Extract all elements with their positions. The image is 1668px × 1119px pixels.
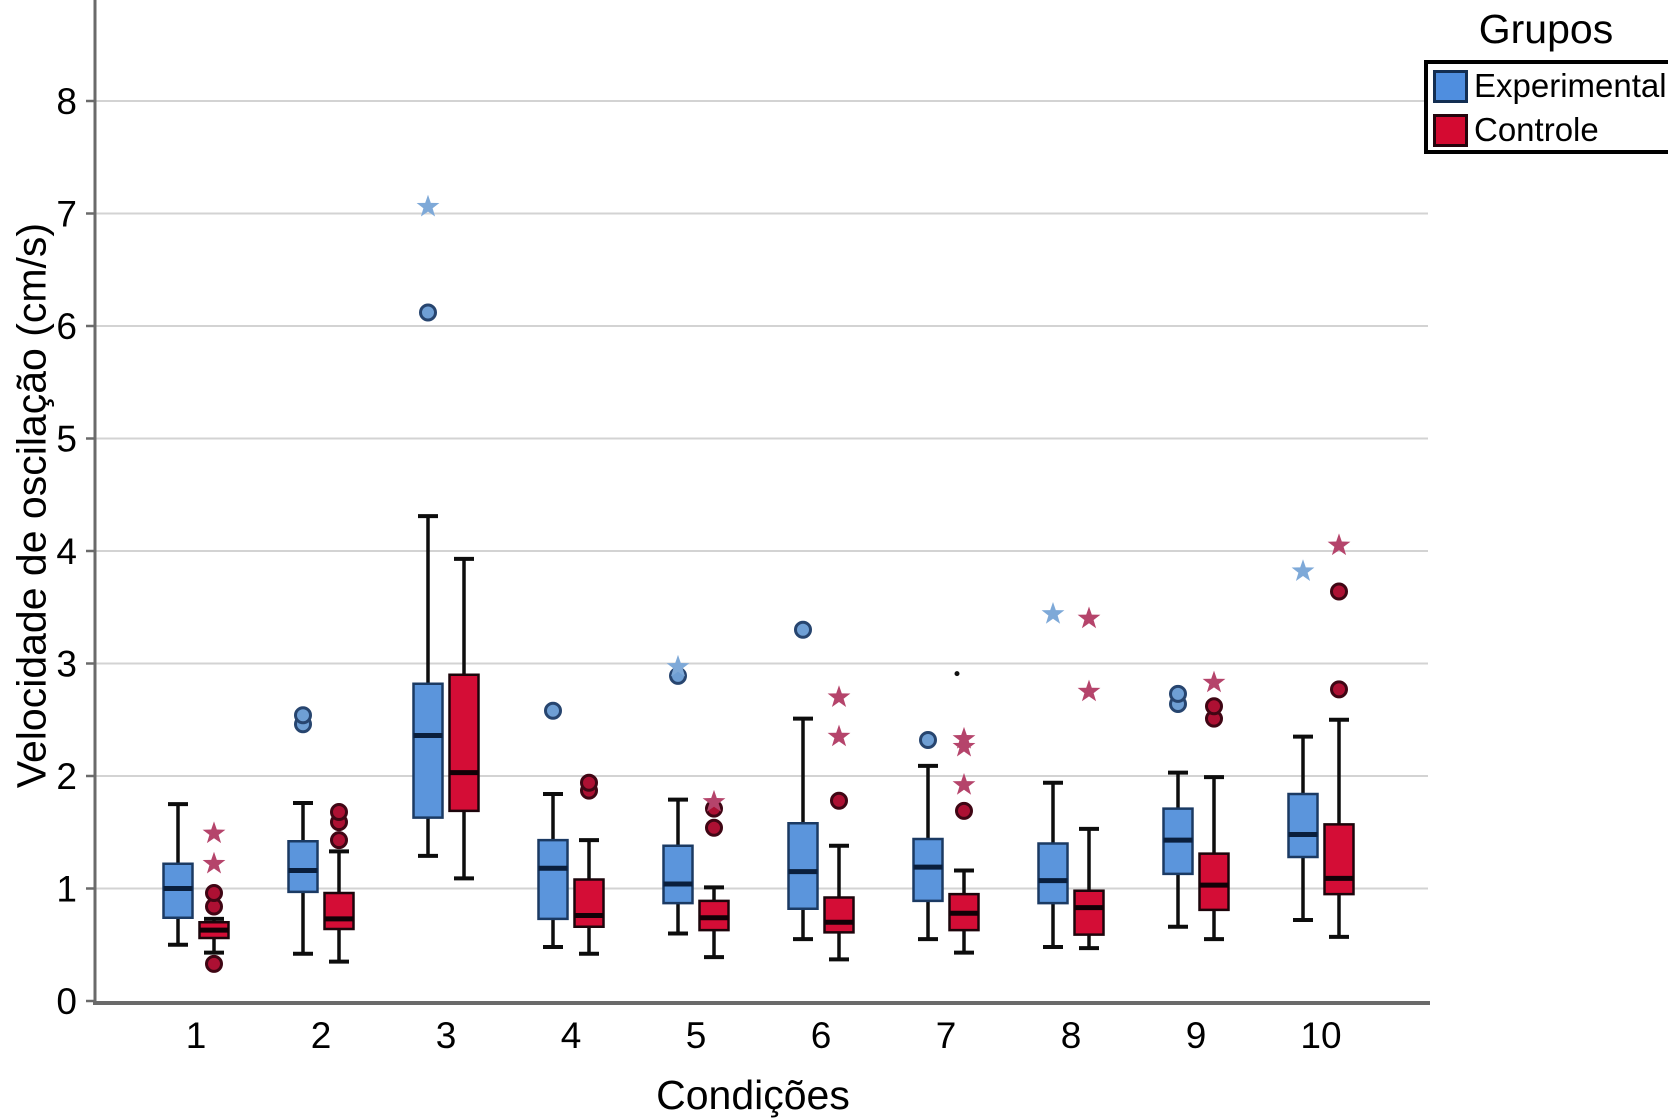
outlier-marker (1330, 680, 1348, 699)
box-controle-2 (323, 803, 355, 964)
x-tick-label-10: 10 (1300, 1015, 1341, 1056)
gridlines (95, 100, 1428, 890)
outlier-marker (205, 884, 223, 902)
axes (93, 0, 1430, 1005)
box-experimental-9 (1162, 684, 1194, 929)
outlier-marker (1205, 697, 1223, 716)
y-tick-label-4: 4 (56, 531, 77, 572)
extreme-star-marker (827, 724, 851, 747)
box-experimental-8 (1037, 602, 1069, 949)
x-axis-title: Condições (656, 1072, 850, 1118)
box-controle-4 (573, 773, 605, 956)
box-experimental-10 (1287, 559, 1319, 922)
extreme-star-marker (666, 654, 690, 677)
extreme-star-marker (952, 734, 976, 757)
legend-entry-controle: Controle (1428, 108, 1668, 152)
y-axis-title: Velocidade de oscilação (cm/s) (8, 222, 55, 789)
x-tick-label-8: 8 (1061, 1015, 1082, 1056)
y-tick-label-7: 7 (56, 194, 77, 235)
box-controle-10 (1323, 533, 1355, 939)
extreme-star-marker (1291, 559, 1315, 581)
legend-entry-experimental: Experimental (1428, 64, 1668, 108)
y-tick-label-0: 0 (56, 981, 77, 1022)
extreme-star-marker (1041, 602, 1065, 624)
y-tick-label-3: 3 (56, 644, 77, 685)
legend: Experimental Controle (1424, 60, 1668, 154)
outlier-marker (830, 791, 848, 810)
x-tick-label-5: 5 (686, 1015, 707, 1056)
outlier-marker (919, 731, 937, 749)
extreme-star-marker (1202, 670, 1226, 693)
x-tick-label-6: 6 (811, 1015, 832, 1056)
extreme-star-marker (952, 726, 976, 749)
outlier-marker (330, 831, 348, 850)
extreme-star-marker (827, 685, 851, 707)
outlier-marker (955, 801, 973, 820)
box-controle-7 (948, 671, 980, 955)
outlier-marker (705, 818, 723, 837)
legend-label-experimental: Experimental (1474, 67, 1667, 104)
box-experimental-7 (912, 731, 944, 942)
legend-label-controle: Controle (1474, 111, 1599, 148)
x-tick-label-7: 7 (936, 1015, 957, 1056)
legend-swatch-experimental-icon (1433, 69, 1468, 103)
box-experimental-1 (162, 802, 194, 947)
box-experimental-6 (787, 620, 819, 942)
box-experimental-4 (537, 701, 569, 949)
y-tick-label-8: 8 (56, 81, 77, 122)
outlier-marker (1169, 684, 1187, 703)
box-experimental-3 (412, 194, 444, 858)
y-tick-label-6: 6 (56, 306, 77, 347)
outlier-marker (419, 303, 437, 322)
outlier-marker (580, 773, 598, 792)
x-tick-label-2: 2 (311, 1015, 332, 1056)
box-experimental-2 (287, 706, 319, 956)
y-tick-label-2: 2 (56, 756, 77, 797)
extreme-star-marker (1077, 679, 1101, 702)
extreme-star-marker (1077, 606, 1101, 629)
x-tick-label-9: 9 (1186, 1015, 1207, 1056)
x-tick-label-4: 4 (561, 1015, 582, 1056)
x-tick-label-1: 1 (186, 1015, 207, 1056)
outlier-marker (1330, 582, 1348, 601)
dot-marker (954, 671, 960, 677)
legend-swatch-controle-icon (1433, 113, 1468, 147)
outlier-marker (205, 954, 223, 973)
extreme-star-marker (952, 773, 976, 795)
box-controle-3 (448, 556, 480, 881)
y-tick-label-5: 5 (56, 419, 77, 460)
box-controle-6 (823, 685, 855, 962)
outlier-marker (544, 701, 562, 720)
extreme-star-marker (702, 789, 726, 812)
box-controle-8 (1073, 606, 1105, 951)
outlier-marker (330, 803, 348, 821)
extreme-star-marker (202, 851, 226, 874)
extreme-star-marker (202, 821, 226, 844)
outlier-marker (294, 706, 312, 725)
box-controle-9 (1198, 670, 1230, 942)
outlier-marker (794, 620, 812, 639)
box-controle-1 (198, 821, 230, 973)
box-controle-5 (698, 789, 730, 960)
legend-title: Grupos (1478, 6, 1614, 52)
extreme-star-marker (416, 194, 440, 217)
x-tick-label-3: 3 (436, 1015, 457, 1056)
box-experimental-5 (662, 654, 694, 936)
x-axis-ticks: 1 2 3 4 5 6 7 8 9 10 (186, 1015, 1342, 1056)
y-tick-label-1: 1 (56, 869, 77, 910)
extreme-star-marker (1327, 533, 1351, 556)
y-axis-ticks: 0 1 2 3 4 5 6 7 8 (56, 81, 95, 1022)
